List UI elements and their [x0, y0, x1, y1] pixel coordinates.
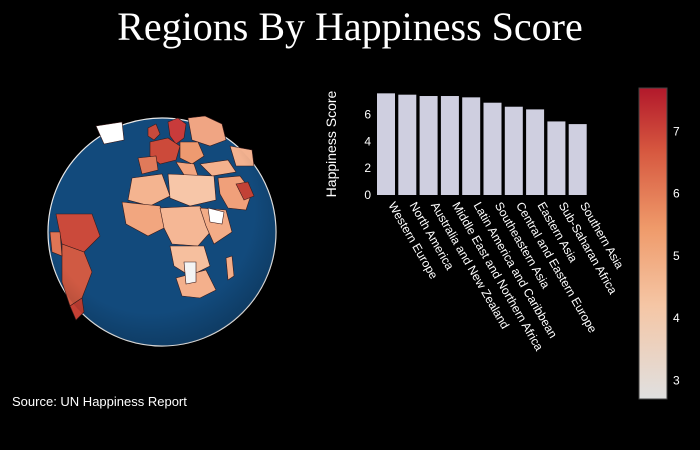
y-tick-label: 4 — [364, 134, 371, 148]
colorbar-tick-label: 3 — [673, 373, 680, 387]
colorbar-gradient — [638, 87, 668, 400]
bar[interactable] — [526, 109, 545, 195]
bar[interactable] — [419, 96, 438, 195]
bar[interactable] — [377, 93, 395, 195]
y-axis-title: Happiness Score — [323, 90, 339, 197]
colorbar-tick-label: 6 — [673, 187, 680, 201]
bar-chart: Happiness Score 0 2 4 6 Western EuropeNorth… — [323, 90, 627, 353]
bar[interactable] — [462, 97, 481, 195]
bar[interactable] — [398, 94, 417, 195]
colorbar-tick-label: 5 — [673, 249, 680, 263]
source-note: Source: UN Happiness Report — [12, 394, 187, 409]
bar[interactable] — [568, 124, 587, 195]
y-tick-label: 2 — [364, 161, 371, 175]
globe-shading — [48, 118, 276, 346]
bar[interactable] — [483, 102, 502, 195]
bar[interactable] — [504, 106, 523, 195]
colorbar: 3 4 5 6 7 — [638, 87, 680, 400]
globe-map[interactable] — [47, 115, 277, 347]
y-tick-label: 0 — [364, 188, 371, 202]
chart-title: Regions By Happiness Score — [117, 4, 583, 49]
colorbar-tick-label: 7 — [673, 125, 680, 139]
bars — [377, 93, 587, 195]
bar[interactable] — [547, 121, 566, 195]
y-axis-ticks: 0 2 4 6 — [364, 108, 371, 202]
bar[interactable] — [440, 96, 459, 195]
colorbar-tick-label: 4 — [673, 311, 680, 325]
colorbar-ticks: 3 4 5 6 7 — [673, 125, 680, 388]
y-tick-label: 6 — [364, 108, 371, 122]
